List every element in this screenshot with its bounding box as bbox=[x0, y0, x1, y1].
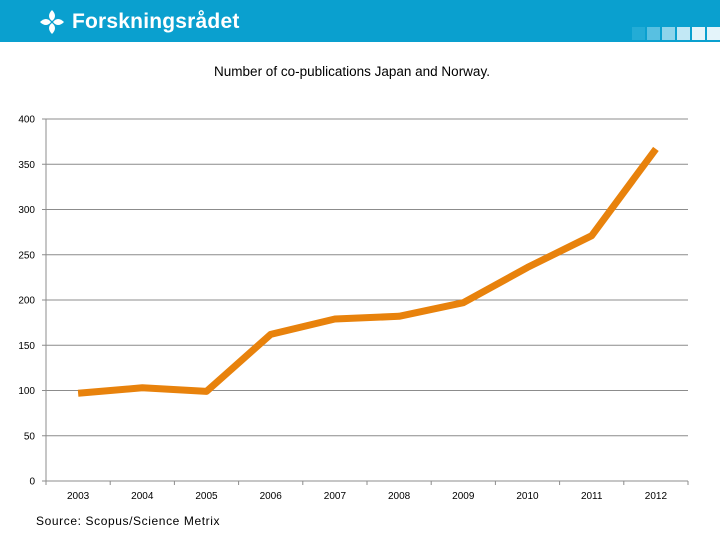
decor-square bbox=[707, 27, 720, 40]
x-tick-label: 2008 bbox=[388, 491, 411, 502]
y-tick-label: 50 bbox=[24, 431, 36, 442]
header-bar: Forskningsrådet bbox=[0, 0, 720, 42]
x-tick-label: 2006 bbox=[260, 491, 283, 502]
x-tick-label: 2003 bbox=[67, 491, 90, 502]
decorative-squares bbox=[630, 27, 720, 40]
decor-square bbox=[677, 27, 690, 40]
y-tick-label: 350 bbox=[18, 160, 35, 171]
y-tick-label: 200 bbox=[18, 296, 35, 307]
decor-square bbox=[692, 27, 705, 40]
x-tick-label: 2009 bbox=[452, 491, 475, 502]
y-tick-label: 250 bbox=[18, 250, 35, 261]
y-tick-label: 0 bbox=[29, 477, 35, 488]
decor-square bbox=[632, 27, 645, 40]
x-tick-label: 2005 bbox=[195, 491, 218, 502]
y-tick-label: 100 bbox=[18, 386, 35, 397]
chart-title: Number of co-publications Japan and Norw… bbox=[214, 64, 490, 79]
x-tick-label: 2012 bbox=[645, 491, 668, 502]
decor-square bbox=[647, 27, 660, 40]
source-note: Source: Scopus/Science Metrix bbox=[36, 514, 221, 528]
y-tick-label: 400 bbox=[18, 115, 35, 126]
x-tick-label: 2010 bbox=[516, 491, 539, 502]
series-line bbox=[77, 146, 659, 397]
brand-logo[interactable]: Forskningsrådet bbox=[38, 8, 240, 36]
brand-name: Forskningsrådet bbox=[72, 10, 240, 33]
y-tick-label: 300 bbox=[18, 205, 35, 216]
x-tick-label: 2007 bbox=[324, 491, 347, 502]
y-tick-label: 150 bbox=[18, 341, 35, 352]
forskningsradet-logo-icon bbox=[40, 10, 64, 34]
decor-square bbox=[662, 27, 675, 40]
x-tick-label: 2004 bbox=[131, 491, 154, 502]
x-tick-label: 2011 bbox=[581, 491, 603, 502]
